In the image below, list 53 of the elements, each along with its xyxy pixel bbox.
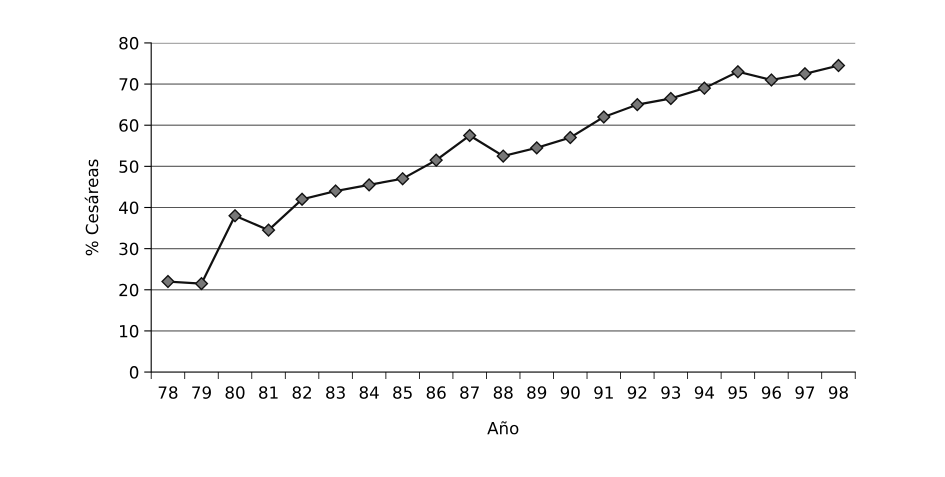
point — [329, 184, 342, 198]
x-tick-label: 94 — [694, 386, 714, 399]
point — [564, 130, 577, 144]
x-tick-label: 80 — [226, 386, 245, 399]
point — [430, 154, 443, 167]
point — [630, 98, 644, 112]
y-tick-label: 50 — [119, 160, 138, 173]
point — [664, 92, 678, 106]
x-tick-label: 88 — [494, 386, 513, 399]
x-tick-label: 81 — [259, 386, 278, 399]
point — [362, 178, 376, 192]
point — [731, 65, 744, 78]
x-tick-label: 89 — [527, 386, 546, 399]
x-axis-title: Año — [487, 421, 518, 434]
x-tick-label: 78 — [158, 386, 178, 399]
point — [161, 274, 175, 288]
point — [194, 277, 208, 290]
x-tick-label: 79 — [192, 386, 211, 399]
x-tick-label: 83 — [326, 386, 345, 399]
x-tick-label: 85 — [393, 386, 412, 399]
point — [262, 224, 276, 237]
x-tick-label: 95 — [728, 386, 748, 399]
y-tick-label: 60 — [119, 119, 138, 132]
point — [764, 73, 778, 87]
y-tick-label: 70 — [120, 78, 138, 91]
y-tick-label: 40 — [119, 201, 138, 214]
point — [295, 192, 309, 206]
y-tick-label: 30 — [119, 242, 138, 256]
y-tick-label: 10 — [120, 324, 138, 338]
point — [496, 149, 510, 163]
x-tick-label: 90 — [560, 386, 580, 399]
point — [698, 82, 711, 95]
x-tick-label: 82 — [292, 386, 311, 399]
x-tick-label: 86 — [426, 386, 446, 399]
x-tick-label: 91 — [594, 386, 613, 399]
x-tick-label: 92 — [628, 386, 646, 399]
point — [530, 141, 544, 154]
point — [463, 128, 476, 142]
x-tick-label: 96 — [762, 386, 781, 399]
point — [832, 58, 846, 72]
y-axis-title: % Cesáreas — [84, 160, 98, 256]
y-tick-label: 0 — [130, 366, 138, 379]
x-tick-label: 98 — [828, 386, 848, 399]
x-tick-label: 84 — [360, 386, 379, 399]
x-tick-label: 93 — [661, 386, 680, 399]
y-tick-label: 20 — [119, 284, 138, 296]
point — [396, 172, 410, 186]
y-tick-label: 80 — [119, 36, 138, 50]
point — [228, 209, 242, 222]
point — [597, 110, 610, 124]
x-tick-label: 97 — [795, 386, 814, 399]
x-tick-label: 87 — [460, 386, 479, 399]
point — [798, 67, 812, 80]
